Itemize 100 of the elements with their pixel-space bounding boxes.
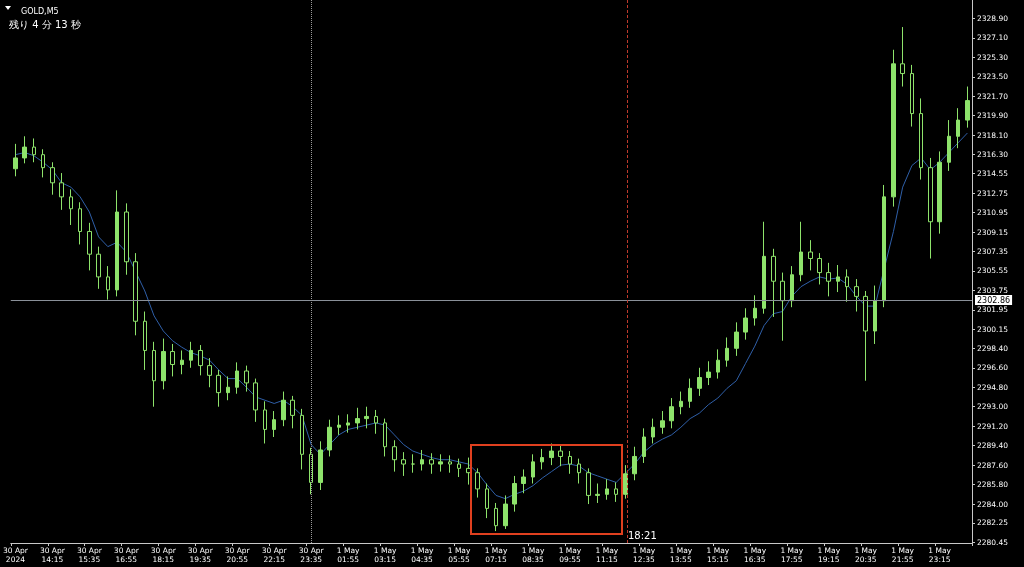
candlestick <box>521 468 526 494</box>
candlestick <box>281 391 286 427</box>
candlestick <box>595 483 600 504</box>
candlestick <box>716 348 720 380</box>
candlestick <box>494 502 498 532</box>
candlestick <box>586 467 591 505</box>
candlestick <box>817 252 822 285</box>
candlestick <box>743 307 748 341</box>
candlestick <box>485 483 489 519</box>
candlestick <box>346 413 350 434</box>
ref-line-label: 2302.86 <box>977 295 1011 305</box>
candlestick <box>706 360 711 386</box>
candlestick <box>928 157 933 260</box>
candlestick <box>327 419 332 457</box>
candlestick <box>420 449 424 472</box>
candlestick <box>235 361 239 395</box>
candlestick <box>605 478 609 501</box>
candlestick <box>688 378 692 409</box>
candlestick <box>873 285 877 345</box>
candlestick <box>771 248 776 318</box>
candlestick <box>41 148 45 178</box>
candlestick <box>826 262 831 297</box>
candlestick <box>965 86 970 129</box>
candlestick <box>152 341 156 408</box>
candlestick <box>549 442 554 466</box>
candlestick <box>253 378 258 423</box>
candlestick <box>614 481 618 503</box>
candlestick <box>87 222 92 271</box>
candlestick <box>300 408 304 470</box>
candlestick <box>170 343 175 377</box>
candlestick <box>845 268 849 303</box>
candlestick <box>180 349 184 375</box>
candlestick <box>947 119 951 172</box>
candlestick <box>919 97 923 181</box>
candlestick <box>438 453 443 473</box>
candlestick <box>290 395 295 429</box>
candlestick <box>429 452 434 475</box>
candlestick <box>512 475 517 513</box>
candlestick <box>32 137 36 163</box>
candlestick <box>13 143 18 177</box>
candlestick <box>133 252 138 336</box>
candlestick <box>910 64 914 128</box>
candlestick <box>531 453 535 485</box>
candlestick <box>272 410 276 438</box>
candlestick <box>780 272 785 342</box>
candlestick <box>558 445 563 467</box>
candlestick <box>383 418 387 457</box>
candlestick <box>891 49 896 208</box>
candlestick <box>207 357 212 388</box>
candlestick <box>50 161 55 196</box>
line-series <box>14 132 968 500</box>
candlestick <box>411 453 415 474</box>
candlestick <box>337 414 341 436</box>
text: GOLD,M5 <box>21 6 59 16</box>
candlestick <box>503 494 508 530</box>
candlestick <box>725 336 729 368</box>
candlestick <box>568 450 572 475</box>
candlestick <box>956 107 960 149</box>
candlestick <box>22 135 27 164</box>
text: 残り 4 分 13 秒 <box>9 18 81 30</box>
candlestick <box>226 375 230 401</box>
candlestick <box>900 26 905 88</box>
candlestick <box>263 400 267 444</box>
candlestick <box>392 439 397 473</box>
candlestick <box>374 409 378 435</box>
candlestick <box>540 448 544 470</box>
candlestick <box>161 338 166 390</box>
candlestick <box>457 458 461 478</box>
candlestick <box>660 410 665 435</box>
candlestick <box>448 454 452 474</box>
candlestick <box>189 341 193 369</box>
candlestick <box>854 278 859 313</box>
candlestick <box>753 294 757 327</box>
candlestick <box>69 188 73 226</box>
candlestick <box>401 451 406 477</box>
candlestick <box>475 467 480 499</box>
candlestick <box>762 221 766 315</box>
candlestick <box>198 344 203 376</box>
candlestick <box>577 458 581 485</box>
candlestick <box>697 367 702 397</box>
candlestick <box>59 172 64 211</box>
candlestick <box>124 202 129 276</box>
candlestick <box>78 201 82 245</box>
candlestick <box>836 264 840 293</box>
candlestick <box>106 265 110 301</box>
candlestick <box>651 418 655 444</box>
candlestick <box>642 427 646 464</box>
candlestick <box>669 397 674 429</box>
candlestick <box>96 246 101 290</box>
candlestick <box>318 440 323 491</box>
candlestick <box>355 407 360 430</box>
candlestick <box>115 189 119 297</box>
candlestick <box>632 446 637 481</box>
candlestick <box>679 391 683 415</box>
candlestick <box>863 290 868 382</box>
candlestick <box>364 406 369 429</box>
candlestick <box>808 239 813 271</box>
candlestick <box>937 150 942 235</box>
candlestick <box>790 265 794 308</box>
candlestick <box>799 221 803 282</box>
